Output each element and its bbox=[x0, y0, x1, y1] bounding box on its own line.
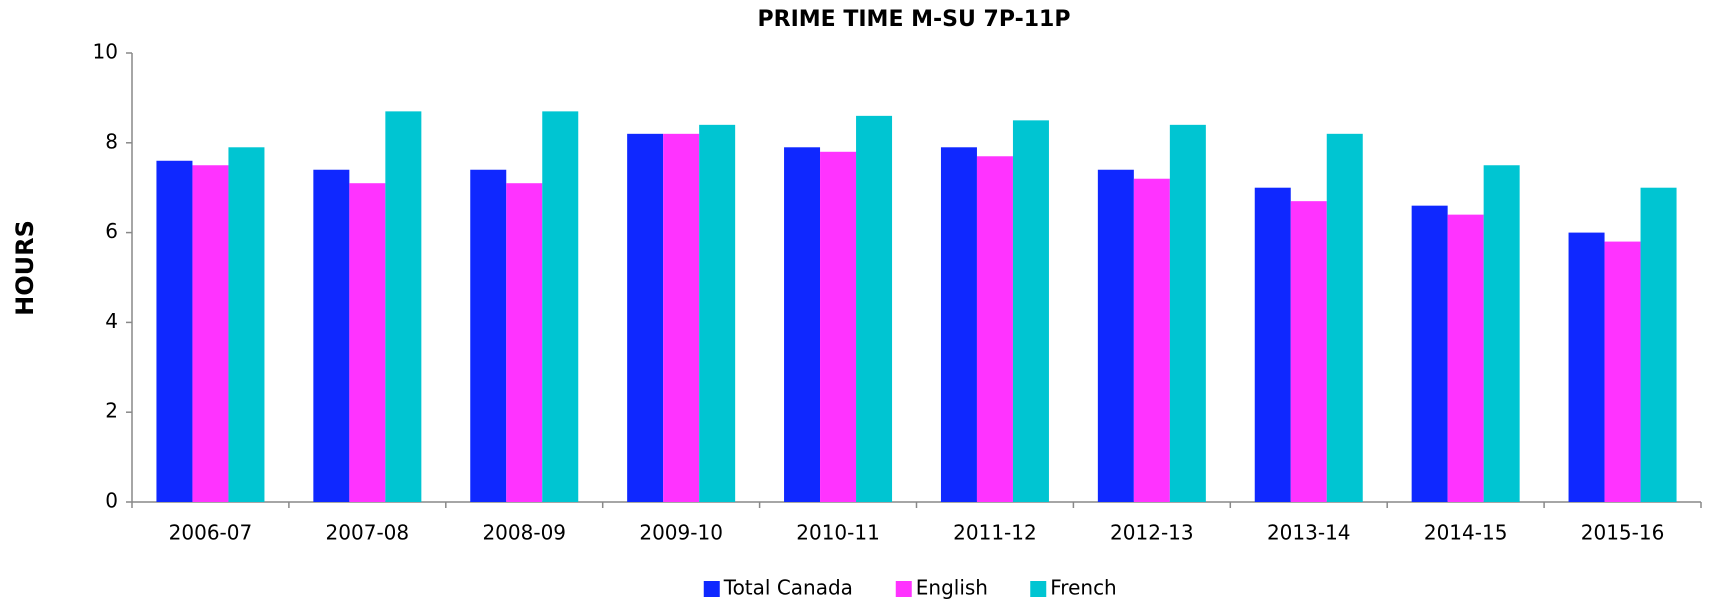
bar bbox=[1568, 232, 1605, 502]
bar bbox=[506, 183, 543, 502]
bar bbox=[1483, 165, 1520, 502]
x-tick-label: 2012-13 bbox=[1110, 521, 1194, 545]
bar bbox=[1254, 187, 1291, 502]
bar bbox=[1097, 169, 1134, 503]
bar bbox=[192, 165, 229, 502]
bar bbox=[385, 111, 422, 503]
bar bbox=[313, 169, 350, 503]
bar bbox=[856, 115, 893, 503]
bar bbox=[784, 147, 821, 503]
bar bbox=[156, 160, 193, 502]
bar bbox=[940, 147, 977, 503]
x-tick-label: 2013-14 bbox=[1267, 521, 1351, 545]
legend-label: Total Canada bbox=[723, 576, 853, 600]
bar bbox=[1169, 124, 1206, 502]
bar bbox=[976, 156, 1013, 502]
bar bbox=[820, 151, 857, 502]
y-tick-label: 4 bbox=[105, 309, 118, 333]
x-tick-label: 2011-12 bbox=[953, 521, 1037, 545]
legend-swatch bbox=[1030, 581, 1047, 597]
bar bbox=[349, 183, 386, 502]
bar bbox=[1447, 214, 1484, 502]
chart-title: PRIME TIME M-SU 7P-11P bbox=[758, 7, 1071, 32]
y-tick-label: 10 bbox=[93, 40, 118, 64]
legend-swatch bbox=[895, 581, 912, 597]
bar bbox=[699, 124, 736, 502]
bar bbox=[1411, 205, 1448, 502]
bar bbox=[228, 147, 265, 503]
y-tick-label: 2 bbox=[105, 399, 118, 423]
x-tick-label: 2010-11 bbox=[796, 521, 880, 545]
bar bbox=[1012, 120, 1049, 502]
legend-label: English bbox=[916, 576, 988, 600]
legend-swatch bbox=[703, 581, 720, 597]
x-tick-label: 2007-08 bbox=[326, 521, 410, 545]
bar bbox=[1290, 201, 1327, 503]
y-axis-label: HOURS bbox=[11, 220, 39, 316]
bar bbox=[1326, 133, 1363, 502]
bar bbox=[542, 111, 579, 503]
x-tick-label: 2014-15 bbox=[1424, 521, 1508, 545]
x-tick-label: 2009-10 bbox=[639, 521, 723, 545]
y-tick-label: 8 bbox=[105, 129, 118, 153]
bar bbox=[1640, 187, 1677, 502]
bar bbox=[663, 133, 700, 502]
bar bbox=[1604, 241, 1641, 502]
y-tick-label: 6 bbox=[105, 219, 118, 243]
x-tick-label: 2015-16 bbox=[1581, 521, 1665, 545]
bar bbox=[470, 169, 507, 503]
x-tick-label: 2008-09 bbox=[482, 521, 566, 545]
legend-label: French bbox=[1050, 576, 1116, 600]
x-tick-label: 2006-07 bbox=[169, 521, 253, 545]
y-tick-label: 0 bbox=[105, 489, 118, 513]
bar bbox=[1133, 178, 1170, 502]
bar bbox=[627, 133, 664, 502]
